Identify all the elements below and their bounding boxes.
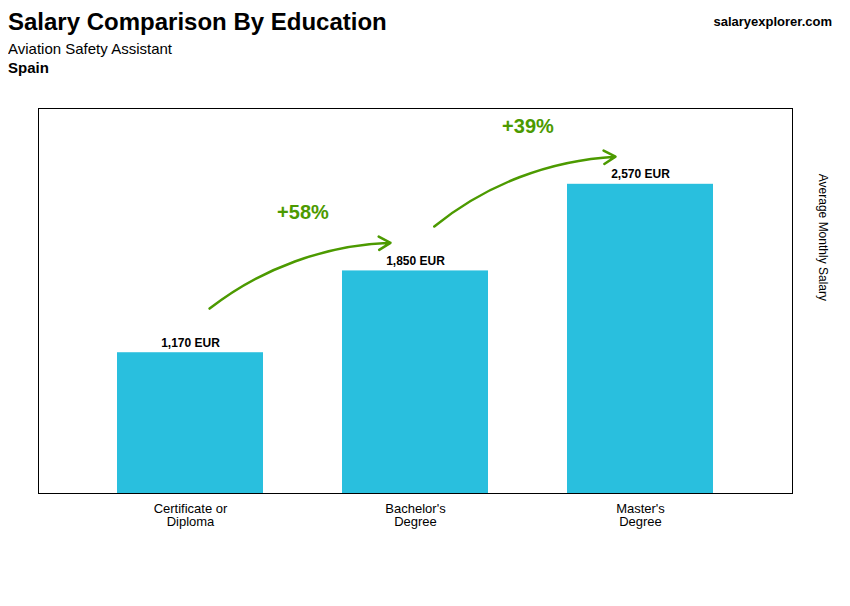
svg-text:+58%: +58% <box>277 201 329 223</box>
svg-text:1,850 EUR: 1,850 EUR <box>386 254 445 268</box>
html-text:Aviation Safety Assistant: Aviation Safety Assistant <box>8 40 172 57</box>
svg-text:Master'sDegree: Master'sDegree <box>616 501 665 529</box>
svg-text:1,170 EUR: 1,170 EUR <box>161 336 220 350</box>
svg-text:Bachelor'sDegree: Bachelor'sDegree <box>385 501 446 529</box>
html-text:Spain: Spain <box>8 59 49 76</box>
svg-text:Certificate orDiploma: Certificate orDiploma <box>154 501 228 529</box>
svg-text:2,570 EUR: 2,570 EUR <box>611 167 670 181</box>
html-text:Salary Comparison By Education: Salary Comparison By Education <box>8 8 387 35</box>
html-text:salaryexplorer.com: salaryexplorer.com <box>713 14 832 29</box>
svg-text:Average Monthly Salary: Average Monthly Salary <box>816 174 830 301</box>
svg-text:+39%: +39% <box>502 115 554 137</box>
